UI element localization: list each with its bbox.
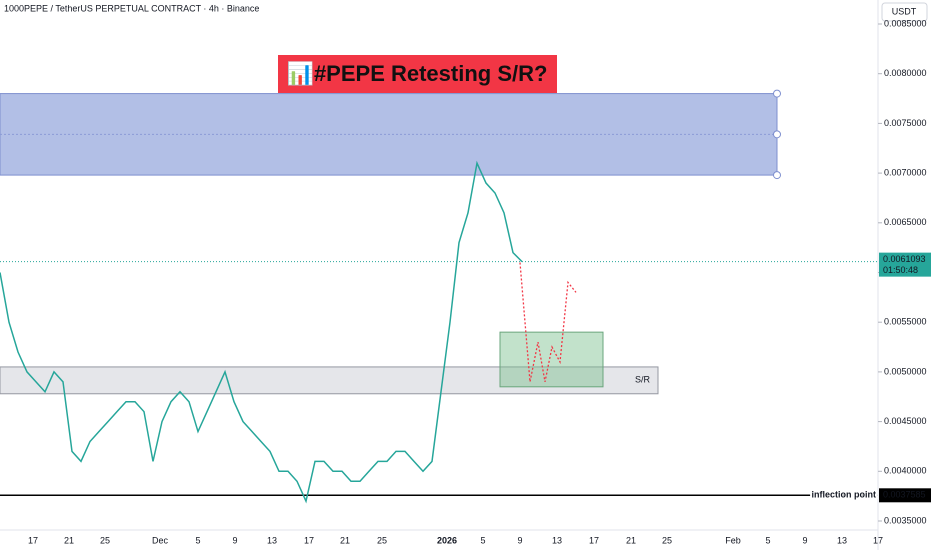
y-tick-label: 0.0035000 bbox=[884, 515, 927, 525]
y-tick-label: 0.0050000 bbox=[884, 366, 927, 376]
countdown: 01:50:48 bbox=[883, 265, 918, 275]
y-tick-label: 0.0085000 bbox=[884, 18, 927, 28]
x-tick-label: Dec bbox=[152, 535, 169, 545]
x-tick-label: 5 bbox=[765, 535, 770, 545]
title-box bbox=[278, 55, 557, 93]
header: 1000PEPE / TetherUS PERPETUAL CONTRACT ·… bbox=[4, 3, 259, 13]
x-tick-label: 9 bbox=[802, 535, 807, 545]
sr-label: S/R bbox=[635, 375, 651, 385]
x-tick-label: 25 bbox=[377, 535, 387, 545]
x-tick-label: 13 bbox=[837, 535, 847, 545]
x-tick-label: 5 bbox=[195, 535, 200, 545]
y-tick-label: 0.0070000 bbox=[884, 167, 927, 177]
x-tick-label: 17 bbox=[304, 535, 314, 545]
zone-handle[interactable] bbox=[773, 171, 781, 180]
inflection-price-box bbox=[879, 488, 931, 503]
x-tick-label: 25 bbox=[662, 535, 672, 545]
currency: USDT bbox=[892, 6, 917, 16]
x-tick-label: 13 bbox=[267, 535, 277, 545]
currency-button[interactable] bbox=[881, 2, 928, 22]
x-tick-label: 2026 bbox=[437, 535, 457, 545]
y-tick-label: 0.0045000 bbox=[884, 416, 927, 426]
x-tick-label: 9 bbox=[517, 535, 522, 545]
y-tick-label: 0.0055000 bbox=[884, 317, 927, 327]
y-tick-label: 0.0075000 bbox=[884, 118, 927, 128]
y-tick-label: 0.0080000 bbox=[884, 68, 927, 78]
x-tick-label: 5 bbox=[480, 535, 485, 545]
x-tick-label: 13 bbox=[552, 535, 562, 545]
zone-handle[interactable] bbox=[773, 130, 781, 139]
current-price-box bbox=[879, 252, 931, 277]
y-tick-label: 0.0040000 bbox=[884, 466, 927, 476]
inflection-label: inflection point bbox=[812, 490, 877, 500]
y-tick-label: 0.0065000 bbox=[884, 217, 927, 227]
inflection-price: 0.0037585 bbox=[883, 490, 926, 500]
x-tick-label: 17 bbox=[589, 535, 599, 545]
chart-title: 📊#PEPE Retesting S/R? bbox=[287, 61, 548, 86]
x-tick-label: 21 bbox=[64, 535, 74, 545]
x-tick-label: Feb bbox=[725, 535, 741, 545]
zone-handle[interactable] bbox=[773, 89, 781, 98]
x-tick-label: 25 bbox=[100, 535, 110, 545]
x-tick-label: 17 bbox=[873, 535, 883, 545]
x-tick-label: 9 bbox=[232, 535, 237, 545]
x-tick-label: 21 bbox=[340, 535, 350, 545]
price-line bbox=[0, 160, 523, 504]
x-tick-label: 21 bbox=[626, 535, 636, 545]
current-price: 0.0061093 bbox=[883, 254, 926, 264]
x-tick-label: 17 bbox=[28, 535, 38, 545]
target-zone bbox=[499, 331, 604, 388]
sr-zone bbox=[0, 366, 659, 395]
